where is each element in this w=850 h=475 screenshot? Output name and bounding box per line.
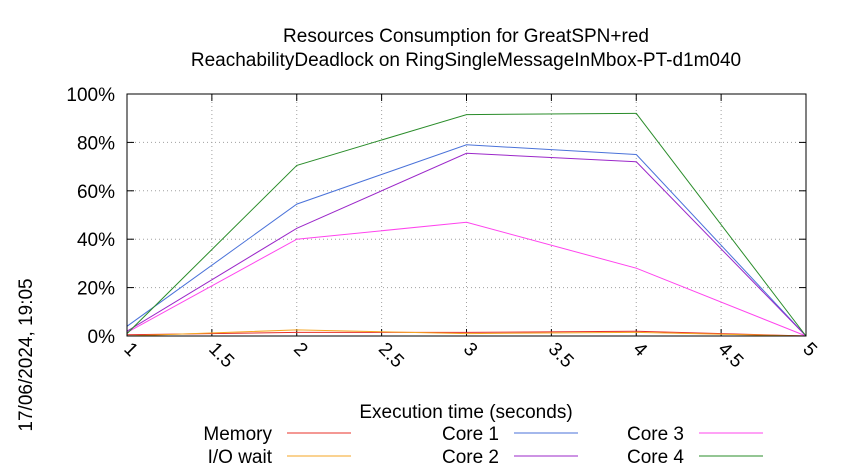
legend-label-core-2: Core 2 bbox=[442, 447, 499, 468]
x-tick-label: 5 bbox=[798, 339, 820, 361]
series-line-core-4 bbox=[126, 112, 807, 337]
x-tick-label: 2.5 bbox=[374, 339, 408, 373]
y-tick-label: 20% bbox=[77, 279, 115, 300]
x-axis-label: Execution time (seconds) bbox=[359, 402, 572, 423]
x-tick-label: 1.5 bbox=[204, 339, 238, 373]
chart-title-line1: Resources Consumption for GreatSPN+red bbox=[283, 26, 649, 47]
grid bbox=[126, 93, 807, 337]
x-tick-label: 1 bbox=[119, 339, 141, 361]
y-tick-label: 60% bbox=[77, 182, 115, 203]
x-tick-label: 3 bbox=[459, 339, 481, 361]
series-line-core-3 bbox=[126, 221, 807, 337]
chart-title-line2: ReachabilityDeadlock on RingSingleMessag… bbox=[191, 50, 741, 71]
plot-frame bbox=[126, 93, 807, 337]
series-line-core-1 bbox=[126, 144, 807, 337]
timestamp-label: 17/06/2024, 19:05 bbox=[16, 278, 37, 431]
y-tick-label: 0% bbox=[88, 327, 116, 348]
legend-label-core-4: Core 4 bbox=[627, 447, 684, 468]
legend-label-core-3: Core 3 bbox=[627, 424, 684, 445]
y-tick-label: 80% bbox=[77, 133, 115, 154]
x-tick-labels: 1 1.5 2 2.5 3 3.5 4 4.5 5 bbox=[119, 339, 820, 373]
x-tick-label: 2 bbox=[289, 339, 311, 361]
series-line-i-o-wait bbox=[126, 329, 807, 337]
legend-label-memory: Memory bbox=[203, 424, 272, 445]
x-tick-label: 4.5 bbox=[714, 339, 748, 373]
series-line-core-2 bbox=[126, 152, 807, 337]
legend-label-i-o-wait: I/O wait bbox=[208, 447, 273, 468]
x-tick-label: 4 bbox=[629, 339, 652, 362]
legend-label-core-1: Core 1 bbox=[442, 424, 499, 445]
y-tick-label: 40% bbox=[77, 230, 115, 251]
y-tick-labels: 0% 20% 40% 60% 80% 100% bbox=[66, 85, 115, 348]
series-line-memory bbox=[126, 330, 807, 337]
series-lines bbox=[126, 112, 807, 337]
x-tick-label: 3.5 bbox=[544, 339, 578, 373]
y-tick-label: 100% bbox=[66, 85, 115, 106]
